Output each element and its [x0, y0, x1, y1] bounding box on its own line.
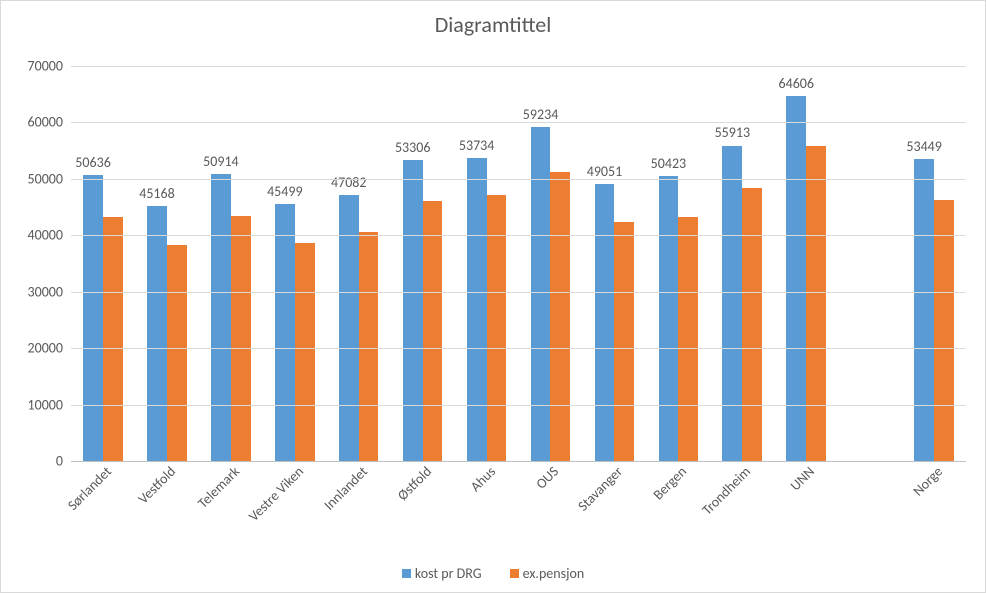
bar [275, 204, 295, 461]
x-tick-label: Trondheim [699, 463, 754, 518]
bar [531, 127, 551, 461]
bar [722, 146, 742, 462]
bar [295, 243, 315, 461]
data-label: 50636 [75, 154, 110, 171]
legend: kost pr DRG ex.pensjon [1, 564, 985, 582]
x-tick-label: Vestfold [135, 463, 179, 507]
y-tick-label: 40000 [28, 227, 63, 244]
data-label: 53306 [395, 139, 430, 156]
legend-swatch [510, 569, 519, 578]
x-tick-label: Ahus [467, 463, 499, 495]
chart-title: Diagramtittel [1, 11, 985, 38]
data-label: 55913 [715, 124, 750, 141]
bar [678, 217, 698, 461]
x-axis-labels: SørlandetVestfoldTelemarkVestre VikenInn… [71, 463, 966, 553]
gridline [71, 405, 966, 406]
gridline [71, 66, 966, 67]
bar [403, 160, 423, 461]
bar [167, 245, 187, 461]
bar [211, 174, 231, 461]
y-tick-label: 30000 [28, 283, 63, 300]
bar [83, 175, 103, 461]
x-tick-label: Telemark [194, 463, 243, 512]
data-label: 59234 [523, 106, 558, 123]
data-label: 53449 [906, 138, 941, 155]
x-tick-label: UNN [787, 463, 818, 494]
bar [359, 232, 379, 461]
y-tick-label: 20000 [28, 340, 63, 357]
legend-item: kost pr DRG [402, 564, 482, 582]
bar [103, 217, 123, 461]
x-tick-label: Sørlandet [64, 463, 115, 514]
bar [423, 201, 443, 461]
data-label: 47082 [331, 174, 366, 191]
chart-container: Diagramtittel 50636451685091445499470825… [0, 0, 986, 593]
x-tick-label: Stavanger [575, 463, 627, 515]
data-label: 50914 [203, 153, 238, 170]
legend-label: ex.pensjon [523, 565, 585, 582]
y-tick-label: 60000 [28, 114, 63, 131]
bar [147, 206, 167, 461]
data-label: 45168 [139, 185, 174, 202]
y-tick-label: 0 [56, 453, 63, 470]
y-tick-label: 10000 [28, 396, 63, 413]
x-tick-label: Innlandet [320, 463, 371, 514]
gridline [71, 292, 966, 293]
data-label: 53734 [459, 137, 494, 154]
x-tick-label: Østfold [394, 463, 435, 504]
plot-area: 50636 45168 50914 45499 47082 53306 53734 59234… [71, 66, 966, 462]
legend-swatch [402, 569, 411, 578]
gridline [71, 348, 966, 349]
x-tick-label: Bergen [650, 463, 690, 503]
bar [934, 200, 954, 461]
bar [742, 188, 762, 461]
bar [467, 158, 487, 461]
bar [550, 172, 570, 461]
bar [914, 159, 934, 461]
legend-item: ex.pensjon [510, 564, 585, 582]
gridline [71, 235, 966, 236]
data-label: 49051 [587, 163, 622, 180]
x-tick-label: OUS [533, 463, 562, 492]
bar [595, 184, 615, 461]
bar [786, 96, 806, 461]
bar [806, 146, 826, 461]
y-tick-label: 70000 [28, 58, 63, 75]
chart-title-text: Diagramtittel [435, 11, 552, 38]
x-tick-label: Norge [910, 463, 946, 499]
data-label: 50423 [651, 155, 686, 172]
bar [614, 222, 634, 461]
gridline [71, 122, 966, 123]
legend-label: kost pr DRG [415, 565, 482, 582]
bars-layer: 50636 45168 50914 45499 47082 53306 53734 59234… [71, 66, 966, 461]
data-label: 45499 [267, 183, 302, 200]
x-tick-label: Vestre Viken [245, 463, 307, 525]
y-tick-label: 50000 [28, 170, 63, 187]
bar [659, 176, 679, 461]
data-label: 64606 [779, 75, 814, 92]
bar [231, 216, 251, 461]
gridline [71, 179, 966, 180]
